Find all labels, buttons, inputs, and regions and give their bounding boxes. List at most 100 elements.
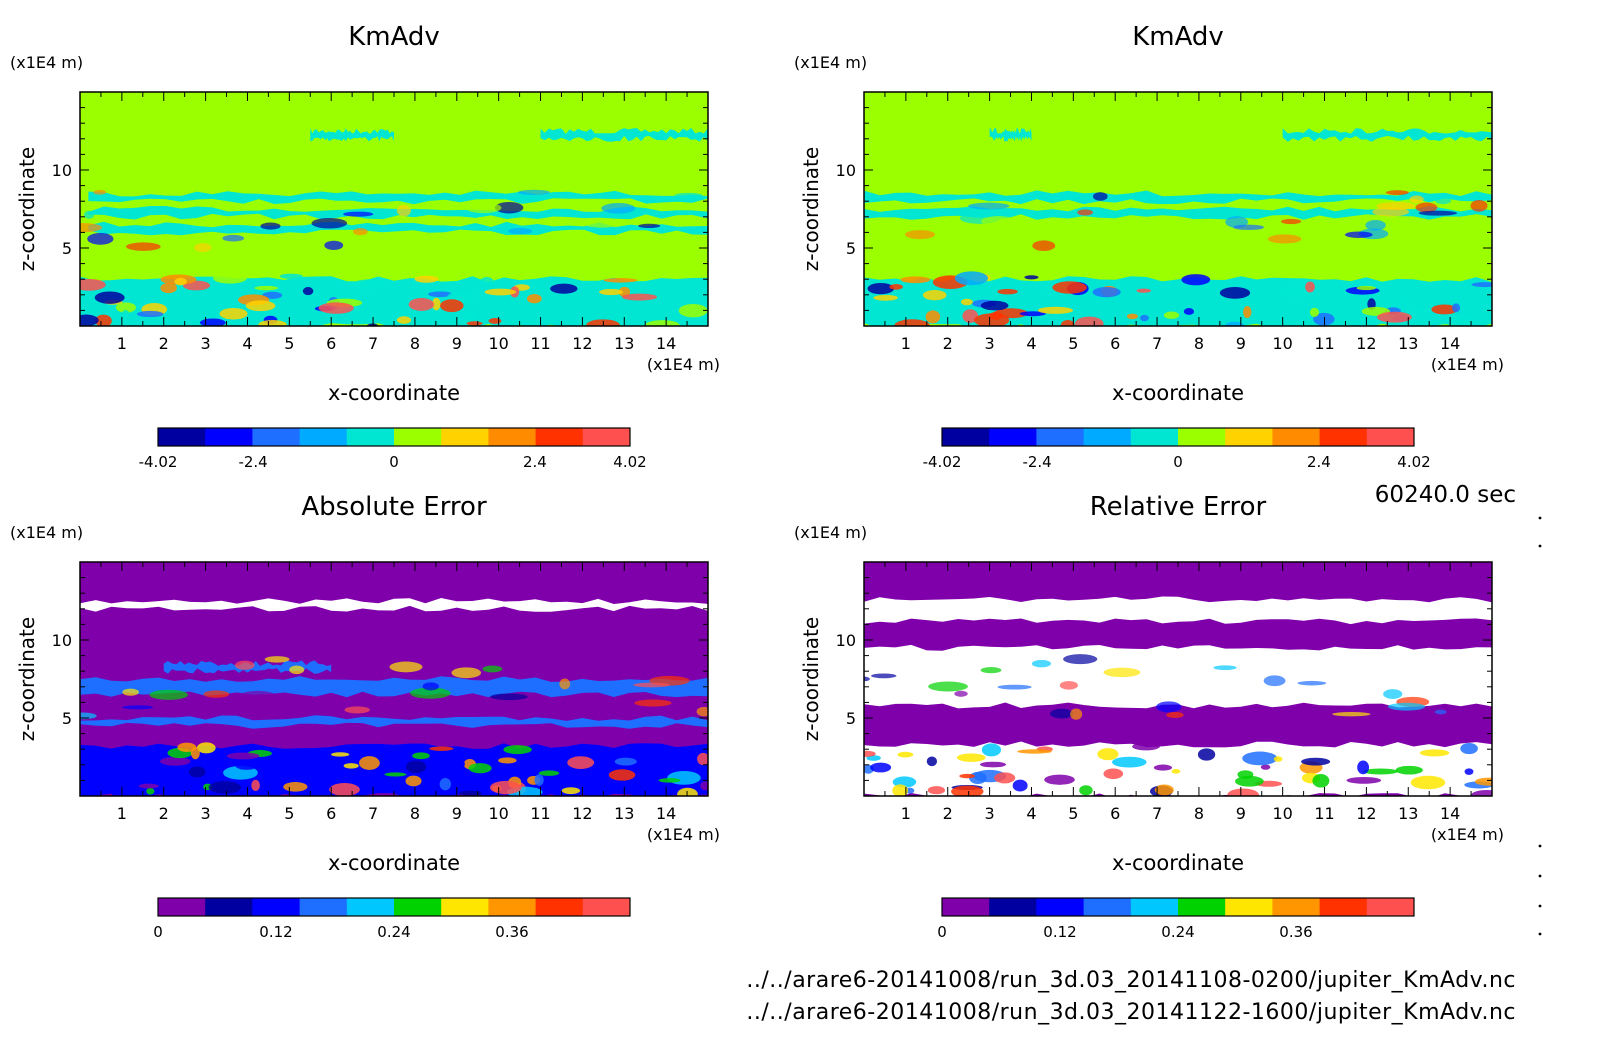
x-unit-label: (x1E4 m) bbox=[647, 355, 720, 374]
heatmap-cell bbox=[352, 279, 389, 290]
margin-dot bbox=[1538, 544, 1542, 548]
heatmap-cell bbox=[138, 783, 159, 789]
x-tick-label: 6 bbox=[1110, 334, 1120, 353]
x-tick-label: 14 bbox=[1440, 334, 1460, 353]
x-tick-label: 8 bbox=[1194, 804, 1204, 823]
heatmap-cell bbox=[1075, 316, 1104, 326]
heatmap-cell bbox=[567, 756, 595, 769]
heatmap-cell bbox=[1024, 275, 1039, 280]
heatmap-cell bbox=[954, 690, 968, 697]
x-tick-label: 12 bbox=[1356, 804, 1376, 823]
heatmap-cell bbox=[1132, 742, 1160, 751]
heatmap-cell bbox=[1431, 304, 1458, 315]
colorbar-tick-label: 0.12 bbox=[259, 923, 292, 941]
heatmap-cell bbox=[1297, 680, 1327, 686]
heatmap-cell bbox=[655, 760, 682, 769]
y-tick-label: 5 bbox=[62, 239, 72, 258]
heatmap-cell bbox=[122, 688, 139, 696]
y-axis-label: z-coordinate bbox=[15, 617, 39, 741]
x-tick-label: 13 bbox=[1398, 804, 1418, 823]
x-tick-label: 4 bbox=[242, 804, 252, 823]
heatmap-cell bbox=[700, 781, 708, 791]
colorbar-frame bbox=[941, 897, 1415, 917]
heatmap-cell bbox=[1357, 760, 1370, 775]
heatmap-cell bbox=[968, 202, 1010, 210]
chart-panel-top-right: KmAdv(x1E4 m)1 2 3 4 5 6 7 8 9 10 11 12 13 14510(x1E4… bbox=[794, 22, 1504, 471]
heatmap-cell bbox=[468, 763, 492, 774]
colorbar-swatch bbox=[582, 898, 631, 916]
colorbar-tick-label: 0.36 bbox=[495, 923, 528, 941]
colorbar-frame bbox=[157, 427, 631, 447]
heatmap-cell bbox=[1418, 210, 1458, 216]
colorbar-tick-label: -4.02 bbox=[139, 453, 178, 471]
heatmap-cell bbox=[926, 756, 937, 767]
heatmap-cell bbox=[1387, 702, 1426, 711]
heatmap-cell bbox=[1019, 311, 1046, 317]
heatmap-cell bbox=[480, 276, 494, 286]
colorbar-tick-label: -4.02 bbox=[923, 453, 962, 471]
heatmap-cell bbox=[1031, 659, 1052, 668]
heatmap-cell bbox=[1037, 306, 1074, 314]
x-tick-label: 9 bbox=[1236, 804, 1246, 823]
file-path-2: ../../arare6-20141008/run_3d.03_20141122… bbox=[746, 1000, 1516, 1025]
y-tick-label: 10 bbox=[52, 161, 72, 180]
colorbar-swatch bbox=[205, 898, 253, 916]
heatmap-cell bbox=[1263, 675, 1286, 687]
heatmap-cell bbox=[149, 689, 189, 700]
heatmap-cell bbox=[1385, 190, 1409, 196]
heatmap-cell bbox=[889, 283, 903, 290]
heatmap-cell bbox=[409, 687, 451, 699]
y-axis-label: z-coordinate bbox=[799, 147, 823, 271]
colorbar-swatch bbox=[346, 898, 395, 916]
x-axis-label: x-coordinate bbox=[1112, 381, 1244, 405]
x-axis-label: x-coordinate bbox=[328, 381, 460, 405]
x-tick-label: 10 bbox=[488, 804, 508, 823]
colorbar-swatch bbox=[535, 898, 584, 916]
heatmap-cell bbox=[1166, 711, 1184, 719]
heatmap-cell bbox=[1470, 199, 1488, 212]
heatmap-cell bbox=[922, 289, 947, 301]
heatmap-cell bbox=[900, 276, 931, 284]
x-tick-label: 10 bbox=[1272, 804, 1292, 823]
x-tick-label: 9 bbox=[1236, 334, 1246, 353]
heatmap-cell bbox=[226, 752, 260, 760]
heatmap-cell bbox=[1435, 197, 1452, 205]
heatmap-cell bbox=[1267, 234, 1302, 244]
heatmap-cell bbox=[980, 667, 1002, 674]
heatmap-cell bbox=[1309, 307, 1320, 317]
heatmap-cell bbox=[1410, 775, 1446, 790]
x-tick-label: 5 bbox=[284, 804, 294, 823]
heatmap-cell bbox=[959, 773, 976, 779]
x-tick-label: 7 bbox=[368, 804, 378, 823]
heatmap-cell bbox=[1413, 307, 1434, 313]
heatmap-cell bbox=[1063, 654, 1098, 665]
heatmap-cell bbox=[422, 682, 439, 691]
colorbar-tick-label: 0.12 bbox=[1043, 923, 1076, 941]
y-tick-label: 10 bbox=[836, 161, 856, 180]
x-tick-label: 8 bbox=[410, 334, 420, 353]
colorbar-swatch bbox=[942, 898, 990, 916]
y-unit-label: (x1E4 m) bbox=[794, 53, 867, 72]
colorbar-tick-label: 4.02 bbox=[1397, 453, 1430, 471]
heatmap-cell bbox=[489, 780, 522, 795]
heatmap-cell bbox=[1213, 665, 1237, 670]
colorbar-swatch bbox=[1272, 428, 1321, 446]
heatmap-cell bbox=[1445, 314, 1474, 326]
file-path-1: ../../arare6-20141008/run_3d.03_20141108… bbox=[746, 968, 1516, 993]
heatmap-cell bbox=[897, 751, 914, 758]
heatmap-cell bbox=[208, 781, 242, 794]
x-tick-label: 2 bbox=[943, 804, 953, 823]
x-tick-label: 3 bbox=[201, 804, 211, 823]
colorbar-swatch bbox=[1272, 898, 1321, 916]
y-tick-label: 5 bbox=[846, 709, 856, 728]
heatmap-cell bbox=[969, 771, 987, 784]
heatmap-cell bbox=[352, 228, 368, 236]
heatmap-cell bbox=[508, 227, 533, 235]
heatmap-cell bbox=[894, 319, 930, 326]
heatmap-cell bbox=[396, 205, 411, 217]
colorbar-swatch bbox=[252, 428, 301, 446]
heatmap-cell bbox=[1305, 281, 1315, 293]
heatmap-cell bbox=[645, 320, 680, 326]
heatmap-cell bbox=[1052, 281, 1087, 294]
